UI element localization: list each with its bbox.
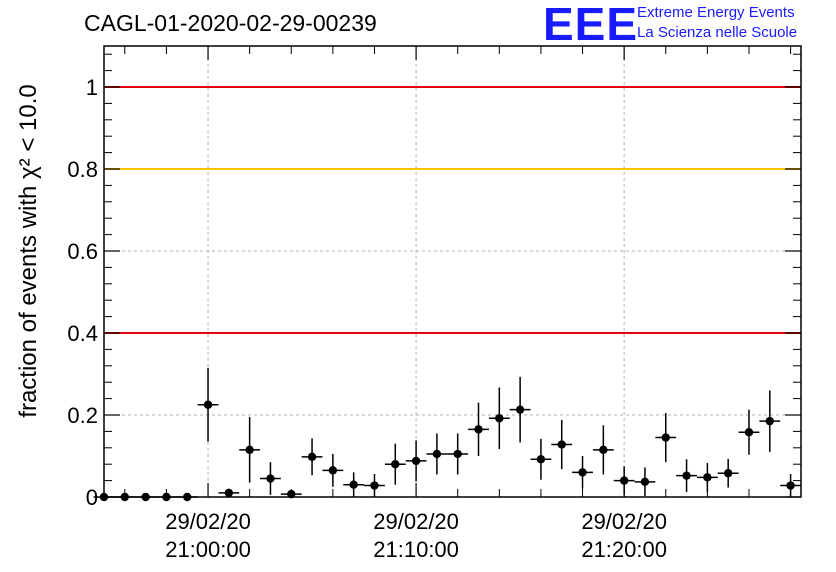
y-tick-label: 0 (86, 485, 98, 510)
x-tick-date: 29/02/20 (165, 509, 251, 534)
data-point (509, 376, 531, 443)
data-point (384, 443, 406, 485)
y-tick-label: 0.2 (67, 403, 98, 428)
point-marker (391, 460, 400, 469)
point-marker (474, 425, 483, 434)
point-marker (557, 440, 566, 449)
point-marker (515, 405, 525, 414)
point-marker (744, 428, 754, 437)
point-marker (203, 400, 213, 409)
y-axis-label: fraction of events with χ² < 10.0 (15, 84, 42, 417)
data-point (572, 456, 593, 489)
data-point (405, 440, 427, 482)
data-point (218, 488, 240, 498)
logo-text-line1: Extreme Energy Events (637, 4, 795, 21)
plot-frame (103, 45, 802, 498)
data-point (676, 459, 697, 493)
data-point (426, 433, 448, 475)
data-point (717, 458, 739, 488)
point-marker (307, 452, 317, 462)
data-point (696, 462, 718, 492)
y-tick-label: 0.6 (67, 239, 98, 264)
point-marker (453, 449, 462, 459)
y-tick-label: 0.4 (67, 321, 98, 346)
point-marker (370, 481, 379, 490)
data-point (738, 409, 760, 455)
reference-lines (104, 86, 801, 334)
x-tick-time: 21:00:00 (165, 537, 251, 562)
point-marker (661, 433, 670, 442)
data-points (93, 367, 801, 502)
x-tick-time: 21:20:00 (581, 537, 667, 562)
data-point (260, 462, 281, 495)
point-marker (765, 416, 774, 426)
data-point (301, 438, 323, 476)
eee-logo: EEE Extreme Energy Events La Scienza nel… (543, 0, 833, 50)
data-point (530, 438, 552, 480)
x-tick-time: 21:10:00 (373, 537, 459, 562)
data-point (655, 412, 677, 463)
x-tick-labels: 29/02/20 21:00:00 29/02/20 21:10:00 29/02/20… (165, 509, 667, 562)
axis-ticks (104, 46, 801, 498)
data-point (592, 425, 614, 475)
point-marker (619, 476, 629, 485)
logo-text-line2: La Scienza nelle Scuole (637, 24, 798, 41)
y-tick-labels: 0 0.2 0.4 0.6 0.8 1 (67, 75, 98, 510)
data-point (634, 467, 656, 497)
point-marker (495, 414, 504, 423)
data-point (197, 367, 219, 442)
point-marker (266, 474, 275, 483)
point-marker (578, 468, 587, 477)
point-marker (349, 480, 358, 489)
logo-mark: EEE (543, 0, 639, 50)
point-marker (224, 488, 234, 498)
point-marker (432, 449, 442, 459)
point-marker (682, 471, 691, 480)
point-marker (328, 466, 338, 475)
y-tick-label: 0.8 (67, 157, 98, 182)
y-tick-label: 1 (86, 75, 98, 100)
point-marker (411, 456, 421, 466)
point-marker (640, 477, 650, 487)
point-marker (599, 445, 608, 455)
data-point (468, 402, 489, 456)
point-marker (245, 445, 254, 455)
chart-title: CAGL-01-2020-02-29-00239 (84, 10, 377, 36)
data-point (759, 390, 781, 452)
point-marker (786, 481, 795, 490)
data-point (343, 472, 365, 497)
point-marker (723, 469, 733, 478)
point-marker (536, 455, 546, 464)
data-point (488, 387, 510, 450)
data-point (551, 419, 573, 470)
point-marker (703, 473, 712, 482)
x-tick-date: 29/02/20 (373, 509, 459, 534)
data-point (447, 433, 469, 475)
data-point (322, 453, 344, 487)
x-tick-date: 29/02/20 (581, 509, 667, 534)
data-point (239, 417, 261, 483)
